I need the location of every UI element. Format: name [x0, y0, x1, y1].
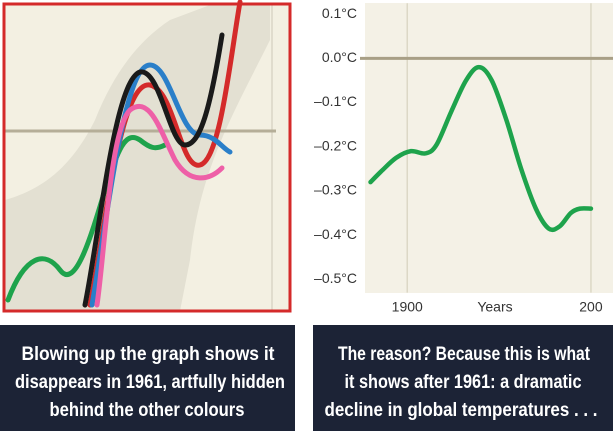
- y-tick-label: –0.5°C: [314, 270, 357, 286]
- plot-background: [365, 3, 613, 293]
- caption-line: Blowing up the graph shows it: [22, 344, 276, 365]
- caption-line: disappears in 1961, artfully hidden: [15, 372, 285, 393]
- caption-line: behind the other colours: [50, 400, 245, 421]
- panel-border: [2, 2, 292, 313]
- x-tick-label: 1900: [392, 299, 423, 315]
- x-axis-label: Years: [477, 299, 512, 315]
- caption-line: The reason? Because this is what: [338, 344, 591, 365]
- y-tick-label: 0.1°C: [322, 5, 357, 21]
- caption-line: decline in global temperatures . . .: [325, 400, 598, 421]
- chart: 1900 200 0.1°C 0.0°C –0.1°C –0.2°C –0.3°C –0.4°…: [314, 3, 613, 315]
- pink-curve: [94, 104, 225, 308]
- zoomed-panel: [2, 0, 292, 313]
- y-tick-label: –0.3°C: [314, 182, 357, 198]
- data-line: [368, 64, 594, 233]
- caption-line: it shows after 1961: a dramatic: [345, 372, 582, 393]
- black-curve: [82, 32, 225, 308]
- caption-box: [313, 325, 613, 431]
- y-tick-label: –0.1°C: [314, 93, 357, 109]
- y-tick-label: –0.2°C: [314, 137, 357, 153]
- caption-box: [0, 325, 295, 431]
- y-tick-label: –0.4°C: [314, 226, 357, 242]
- uncertainty-band: [5, 5, 270, 311]
- y-tick-label: 0.0°C: [322, 49, 357, 65]
- x-tick-label: 200: [579, 299, 603, 315]
